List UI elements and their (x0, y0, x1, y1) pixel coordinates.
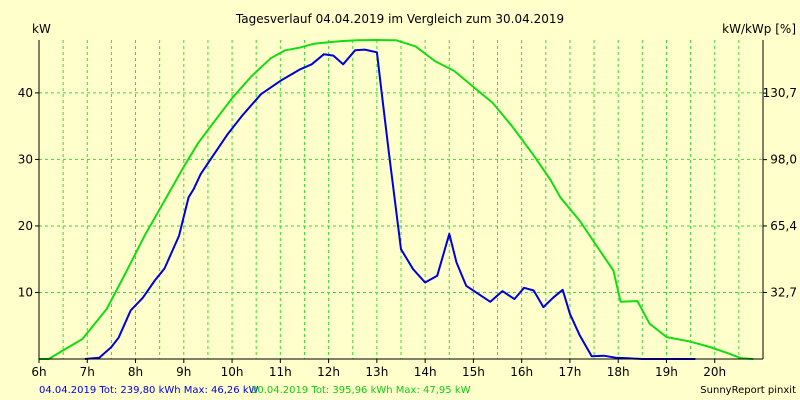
series-line-04-04-2019 (84, 48, 696, 360)
x-tick-label-16h: 16h (510, 365, 533, 379)
x-tick-label-14h: 14h (414, 365, 437, 379)
footer-summary-30-04: 30.04.2019 Tot: 395,96 kWh Max: 47,95 kW (251, 385, 471, 396)
footer-credit: SunnyReport pinxit (700, 385, 796, 396)
footer-summary-04-04: 04.04.2019 Tot: 239,80 kWh Max: 46,26 kW (39, 385, 259, 396)
y-tick-label-left-10: 10 (18, 285, 33, 299)
axes (35, 40, 767, 363)
x-tick-label-10h: 10h (221, 365, 244, 379)
x-tick-label-11h: 11h (269, 365, 292, 379)
y-tick-label-right-130,7: 130,7 (763, 86, 797, 100)
x-tick-label-7h: 7h (80, 365, 95, 379)
x-tick-label-20h: 20h (703, 365, 726, 379)
grid (38, 40, 763, 359)
x-tick-label-8h: 8h (128, 365, 143, 379)
x-tick-label-15h: 15h (462, 365, 485, 379)
x-tick-label-13h: 13h (365, 365, 388, 379)
y-tick-label-left-40: 40 (18, 86, 33, 100)
series-layer (39, 39, 754, 360)
y-tick-label-left-20: 20 (18, 219, 33, 233)
x-tick-label-18h: 18h (607, 365, 630, 379)
chart-title: Tagesverlauf 04.04.2019 im Vergleich zum… (235, 12, 564, 26)
y-tick-label-right-98,0: 98,0 (770, 153, 797, 167)
series-line-30-04-2019 (39, 39, 754, 360)
x-tick-label-19h: 19h (655, 365, 678, 379)
y-axis-label-left: kW (32, 22, 51, 36)
x-tick-label-17h: 17h (558, 365, 581, 379)
x-tick-label-6h: 6h (31, 365, 46, 379)
y-tick-label-right-65,4: 65,4 (770, 219, 797, 233)
x-tick-label-12h: 12h (317, 365, 340, 379)
y-axis-label-right: kW/kWp [%] (722, 22, 796, 36)
tick-labels: 10 20 30 40 32,7 65,4 98,0 130,7 6h 7h 8h 9h 10h 11h 1… (18, 86, 797, 379)
x-tick-label-9h: 9h (176, 365, 191, 379)
y-tick-label-right-32,7: 32,7 (770, 285, 797, 299)
y-tick-label-left-30: 30 (18, 152, 33, 166)
